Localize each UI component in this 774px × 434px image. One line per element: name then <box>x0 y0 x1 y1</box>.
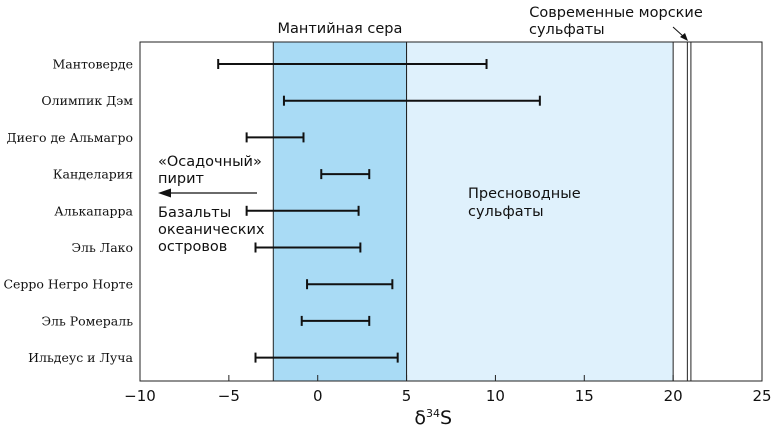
category-label: Алькапарра <box>54 203 133 218</box>
basalt-label-line3: островов <box>158 239 227 255</box>
x-tick-label: −5 <box>218 387 240 405</box>
x-tick-label: 25 <box>752 387 771 405</box>
range-bar <box>306 279 394 290</box>
category-label-layer: Мантоверде Олимпик Дэм Диего де Альмагро Ка… <box>3 57 133 366</box>
category-label: Диего де Альмагро <box>7 130 133 145</box>
mantle-zone-title: Мантийная сера <box>277 21 402 37</box>
range-bar <box>245 132 305 143</box>
range-bar <box>254 352 399 363</box>
x-axis-ticks: −10 −5 0 5 10 15 20 25 <box>124 375 772 405</box>
x-tick-label: 5 <box>402 387 412 405</box>
x-tick-label: 0 <box>313 387 323 405</box>
marine-zone-title-line2: сульфаты <box>529 22 605 38</box>
plot-frame <box>139 41 763 382</box>
range-bar <box>245 205 360 216</box>
range-bar <box>300 315 371 326</box>
freshwater-label-line2: сульфаты <box>468 204 544 220</box>
sedimentary-pyrite-label-line1: «Осадочный» <box>158 154 262 170</box>
x-tick-label: −10 <box>124 387 156 405</box>
range-bar <box>217 59 488 69</box>
category-label: Эль Лако <box>71 240 133 255</box>
range-bar <box>320 169 371 180</box>
sedimentary-pyrite-label-line2: пирит <box>158 171 205 187</box>
x-tick-label: 15 <box>575 387 594 405</box>
freshwater-label-line1: Пресноводные <box>468 186 581 202</box>
basalt-label-line2: океанических <box>158 222 265 238</box>
category-label: Серро Негро Норте <box>3 277 133 292</box>
x-tick-label: 10 <box>486 387 505 405</box>
basalt-label-line1: Базальты <box>158 205 231 221</box>
x-tick-label: 20 <box>664 387 683 405</box>
category-label: Канделария <box>53 167 133 182</box>
range-bar <box>282 95 541 106</box>
x-axis-title-suffix: S <box>440 407 452 429</box>
x-axis-title-delta: δ <box>414 407 426 429</box>
x-axis-title-superscript: 34 <box>426 407 440 420</box>
sedimentary-arrowhead <box>158 188 171 198</box>
marine-zone-title-line1: Современные морские <box>529 5 703 21</box>
range-bar <box>254 242 362 253</box>
category-label: Эль Ромераль <box>41 313 133 328</box>
category-label: Мантоверде <box>52 57 133 72</box>
range-layer <box>217 59 541 363</box>
x-axis-title: δ34S <box>414 407 452 429</box>
category-label: Ильдеус и Луча <box>28 350 133 365</box>
category-label: Олимпик Дэм <box>41 93 133 108</box>
marine-pointer-arrowhead <box>680 33 688 41</box>
